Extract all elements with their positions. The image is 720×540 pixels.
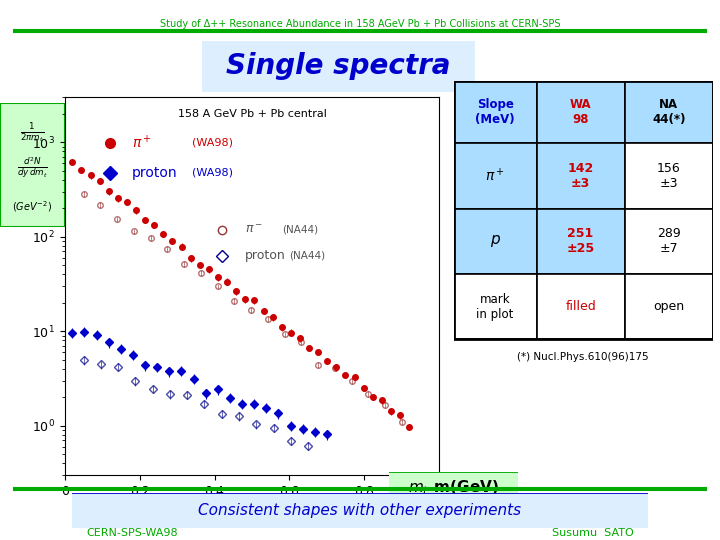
Bar <box>536 81 625 143</box>
Bar <box>454 208 536 274</box>
Text: Study of Δ++ Resonance Abundance in 158 AGeV Pb + Pb Collisions at CERN-SPS: Study of Δ++ Resonance Abundance in 158 … <box>160 19 560 29</box>
Text: $\pi^+$: $\pi^+$ <box>132 134 152 151</box>
Bar <box>625 143 713 208</box>
Bar <box>454 81 536 143</box>
Text: 156
±3: 156 ±3 <box>657 162 680 190</box>
Bar <box>454 81 713 339</box>
Text: NA
44(*): NA 44(*) <box>652 98 685 126</box>
Text: (WA98): (WA98) <box>192 138 233 147</box>
Text: Slope
(MeV): Slope (MeV) <box>475 98 515 126</box>
FancyBboxPatch shape <box>60 492 660 529</box>
Bar <box>536 274 625 339</box>
Text: 289
±7: 289 ±7 <box>657 227 680 255</box>
Bar <box>536 143 625 208</box>
Text: (NA44): (NA44) <box>282 225 318 234</box>
Text: (NA44): (NA44) <box>289 251 325 261</box>
Text: mark
in plot: mark in plot <box>477 293 514 321</box>
Text: $m_t$-m(GeV): $m_t$-m(GeV) <box>408 478 499 497</box>
Text: 142
±3: 142 ±3 <box>567 162 594 190</box>
Text: Consistent shapes with other experiments: Consistent shapes with other experiments <box>199 503 521 518</box>
Text: $\pi^-$: $\pi^-$ <box>245 223 263 236</box>
Text: CERN-SPS-WA98: CERN-SPS-WA98 <box>86 528 178 538</box>
FancyBboxPatch shape <box>385 471 522 504</box>
Text: $\frac{d^2N}{dy\,dm_t}$: $\frac{d^2N}{dy\,dm_t}$ <box>17 155 48 179</box>
FancyBboxPatch shape <box>0 103 65 227</box>
Bar <box>454 143 536 208</box>
Text: WA
98: WA 98 <box>570 98 591 126</box>
Text: proton: proton <box>132 166 178 180</box>
Bar <box>454 274 536 339</box>
Text: 251
±25: 251 ±25 <box>567 227 595 255</box>
Text: filled: filled <box>565 300 596 313</box>
Bar <box>625 81 713 143</box>
Text: Single spectra: Single spectra <box>226 52 451 80</box>
Text: $\pi^+$: $\pi^+$ <box>485 167 505 185</box>
Bar <box>536 208 625 274</box>
Text: 158 A GeV Pb + Pb central: 158 A GeV Pb + Pb central <box>178 109 326 119</box>
Text: proton: proton <box>245 249 285 262</box>
FancyBboxPatch shape <box>196 39 481 93</box>
Text: (*) Nucl.Phys.610(96)175: (*) Nucl.Phys.610(96)175 <box>518 352 649 362</box>
Bar <box>625 274 713 339</box>
Bar <box>625 208 713 274</box>
Text: Susumu  SATO: Susumu SATO <box>552 528 634 538</box>
Text: $p$: $p$ <box>490 233 500 249</box>
Text: (WA98): (WA98) <box>192 168 233 178</box>
Text: $\frac{1}{2\pi m_t}$: $\frac{1}{2\pi m_t}$ <box>20 122 45 145</box>
Text: $(GeV^{-2})$: $(GeV^{-2})$ <box>12 199 53 214</box>
Text: open: open <box>653 300 684 313</box>
